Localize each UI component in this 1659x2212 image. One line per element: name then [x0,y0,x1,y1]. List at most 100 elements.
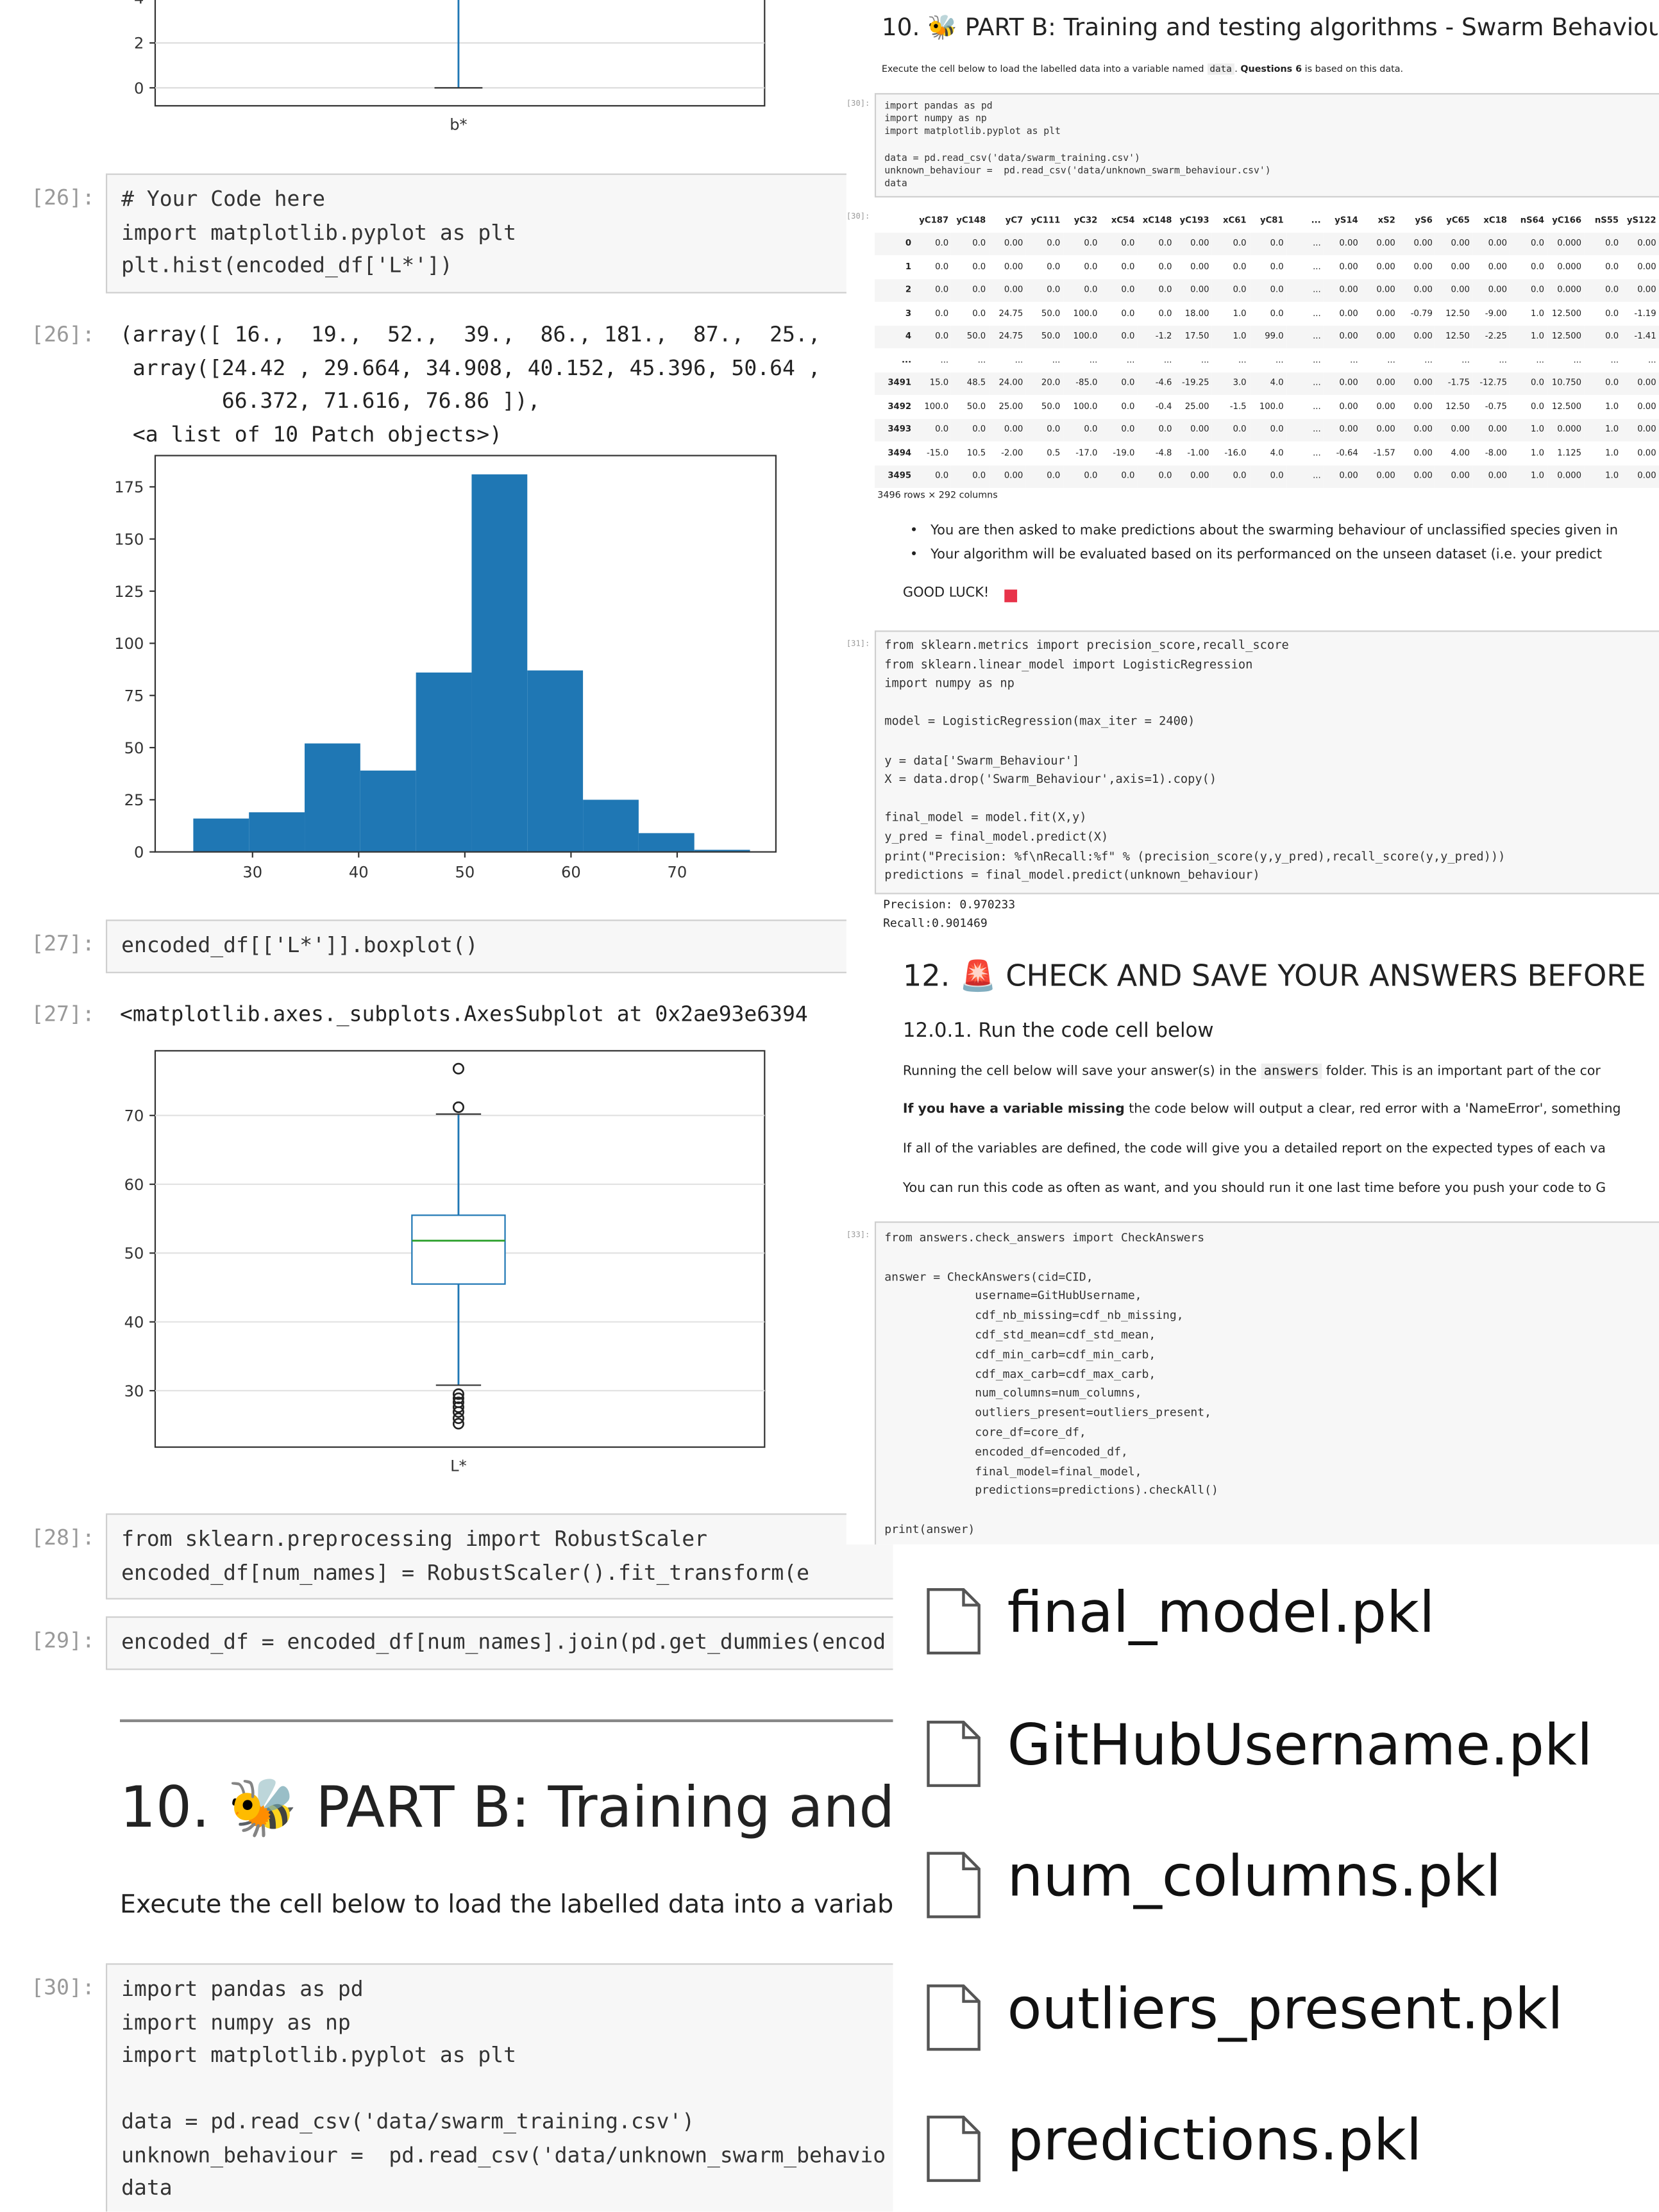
table-cell: 0.0 [1510,231,1547,256]
code-line: from sklearn.preprocessing import Robust… [121,1526,708,1552]
table-cell: ... [1313,308,1321,319]
table-cell: 0.0 [1249,278,1287,302]
inline-code: answers [1261,1063,1322,1079]
table-cell: 0.00 [1637,448,1656,458]
code-line: import numpy as np [884,113,987,125]
table-cell: 0.0 [914,464,952,489]
table-cell: ... [1313,401,1321,412]
blank-line [884,1248,1659,1267]
table-cell: 0.00 [1451,262,1470,272]
table-cell: 0.0 [951,278,989,302]
table-cell: 0.0 [1137,464,1175,489]
table-cell: ... [940,355,949,365]
code-line: cdf_std_mean=cdf_std_mean, [884,1327,1156,1342]
table-cell: ... [1313,262,1321,272]
code-line: unknown_behaviour = pd.read_csv('data/un… [884,165,1271,176]
table-cell: 1.0 [1233,308,1247,319]
cell-prompt: [30]: [846,100,870,109]
y-tick-label: 0 [134,80,144,97]
table-cell: 0.0 [1063,278,1100,302]
left-notebook: 0 2 4 b* 0 25 50 75 100 125 150 175 30 40 50 60 70 30 40 50… [31,0,893,2212]
file-name: outliers_present.pkl [1007,1977,1563,2042]
emoji [1004,589,1018,603]
table-cell: -4.8 [1155,448,1172,458]
column-header: xC54 [1111,215,1135,226]
table-cell: 12.50 [1445,401,1470,412]
table-cell: 0.00 [1361,371,1399,395]
column-header: xC18 [1483,215,1507,226]
table-cell: 0.0 [1211,278,1249,302]
table-cell: 0.0 [914,418,952,442]
table-cell: 0.00 [1398,231,1436,256]
table-cell: 3.0 [1211,371,1249,395]
cell-output: <matplotlib.axes._subplots.AxesSubplot a… [106,990,893,1040]
code-line: final_model = model.fit(X,y) [884,811,1087,826]
blank-line [884,733,1659,753]
table-cell: 12.50 [1445,308,1470,319]
cell-output: Precision: 0.970233 Recall:0.901469 [875,892,1659,935]
code-line: (array([ 16., 19., 52., 39., 86., 181., … [119,321,821,348]
table-cell: -0.4 [1155,401,1172,412]
table-cell: 0.00 [1621,231,1659,256]
file-name: GitHubUsername.pkl [1007,1713,1593,1778]
column-header: yC111 [1031,215,1061,226]
code-line: encoded_df=encoded_df, [884,1444,1128,1459]
table-row: 4 0.0 50.0 24.75 50.0 100.0 0.0 -1.2 17.50 1.0 99.… [874,325,1659,349]
code-line: predictions = final_model.predict(unknow… [884,869,1260,884]
code-line: cdf_nb_missing=cdf_nb_missing, [884,1307,1184,1322]
table-cell: 0.00 [1637,262,1656,272]
bold-text: If you have a variable missing [902,1102,1125,1118]
table-cell: 100.0 [1073,401,1098,412]
table-cell: 0.00 [1435,464,1473,489]
table-cell: 0.0 [935,308,949,319]
table-cell: -17.0 [1075,448,1098,458]
table-cell: ... [1387,355,1395,365]
file-icon [927,1588,981,1655]
table-cell: 0.00 [1174,464,1212,489]
table-cell: -12.75 [1472,371,1510,395]
table-cell: 20.0 [1025,371,1063,395]
file-icon [927,1720,981,1787]
table-cell: -0.75 [1485,401,1507,412]
code-line: core_df=core_df, [884,1424,1086,1439]
table-cell: 0.00 [1174,231,1212,256]
code-line: import pandas as pd [884,100,993,112]
code-line: data [121,2175,173,2200]
table-row: 3491 15.0 48.5 24.00 20.0 -85.0 0.0 -4.6 -19.25 3… [874,371,1659,395]
table-cell: 0.0 [1158,308,1172,319]
column-header: xS2 [1377,215,1395,226]
table-cell: 0.00 [1376,401,1395,412]
table-cell: 18.00 [1184,308,1209,319]
table-cell: 0.0 [1025,231,1063,256]
table-cell: 0.0 [1531,262,1545,272]
table-cell: 0.000 [1557,262,1582,272]
header-row: yC187 yC148 yC7 yC111 yC32 xC54 xC148 yC193 xC61… [875,209,1659,232]
x-tick-label: 50 [455,863,475,881]
column-header: nS64 [1520,215,1545,226]
bar [305,743,360,852]
section-heading: 10. 🐝 PART B: Training and tes [119,1775,893,1841]
code-line: 66.372, 71.616, 76.86 ]), [119,387,541,414]
row-index: 3492 [888,401,912,412]
table-cell: -15.0 [926,448,949,458]
row-index: ... [902,355,912,365]
table-cell: 24.00 [988,371,1026,395]
table-cell: 10.750 [1547,371,1585,395]
file-icon [927,1984,981,2050]
outlier [452,1392,464,1404]
code-line: encoded_df = encoded_df[num_names].join(… [121,1629,886,1655]
column-header: yC32 [1074,215,1098,226]
outlier [452,1388,464,1400]
icon-outline [927,2115,981,2183]
icon-outline [927,1720,981,1787]
section-intro: Execute the cell below to load the label… [119,1889,893,1920]
table-cell: 0.00 [1621,371,1659,395]
table-cell: 0.0 [1100,278,1138,302]
table-cell: -1.2 [1137,325,1175,349]
table-cell: 1.0 [1510,464,1547,489]
paragraph: If you have a variable missing the code … [903,1102,1659,1117]
table-cell: 0.0 [1584,278,1622,302]
table-cell: 1.0 [1531,308,1545,319]
table-cell: 0.0 [1158,262,1172,272]
x-tick-label: 40 [349,863,369,881]
